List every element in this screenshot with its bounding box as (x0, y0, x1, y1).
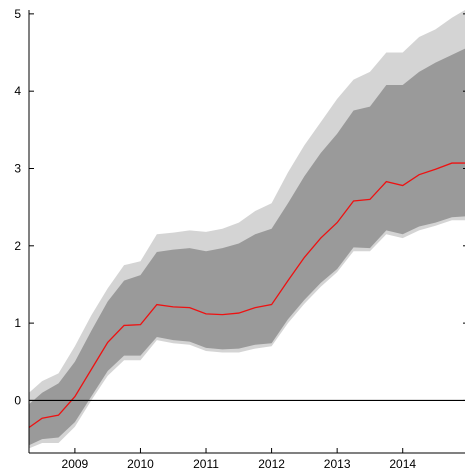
inner-band (29, 48, 465, 446)
y-tick-label: 2 (14, 239, 21, 253)
y-tick-label: 0 (14, 393, 21, 407)
y-tick-label: 5 (14, 7, 21, 21)
axes-layer (28, 10, 465, 454)
x-tick-label: 2012 (258, 457, 285, 470)
labels-layer: 0 1 2 3 4 5 2009 2010 2011 2012 2013 2014 (14, 7, 416, 470)
x-tick-label: 2011 (193, 457, 219, 470)
y-tick-label: 4 (14, 84, 21, 98)
x-tick-label: 2013 (324, 457, 351, 470)
median-line (28, 162, 465, 429)
lines-layer (28, 162, 465, 429)
bands-layer (29, 10, 465, 449)
y-tick-label: 3 (14, 161, 21, 175)
x-tick-label: 2009 (62, 457, 89, 470)
y-tick-label: 1 (14, 316, 21, 330)
x-tick-label: 2014 (389, 457, 416, 470)
x-tick-label: 2010 (127, 457, 154, 470)
